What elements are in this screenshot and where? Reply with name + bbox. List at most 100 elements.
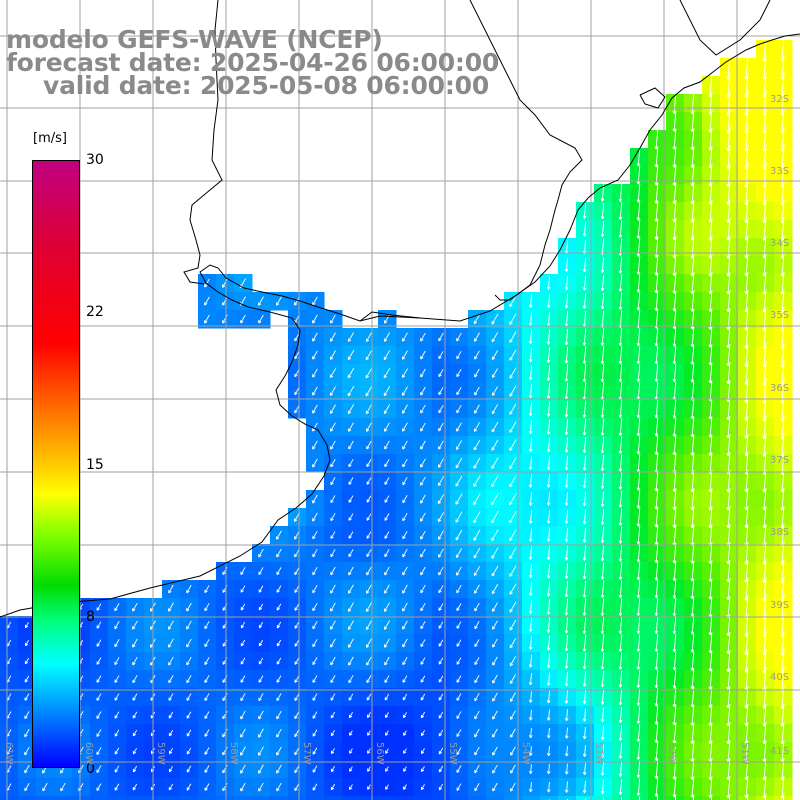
wind-arrow xyxy=(618,508,623,526)
wind-cell xyxy=(432,796,451,800)
wind-arrow xyxy=(240,621,246,629)
wind-arrow xyxy=(312,602,318,612)
wind-arrow xyxy=(491,439,499,451)
wind-arrow xyxy=(672,345,677,365)
wind-arrow xyxy=(582,203,587,219)
wind-arrow xyxy=(384,566,390,576)
wind-arrow xyxy=(600,328,605,346)
wind-cell xyxy=(486,796,505,800)
wind-arrow xyxy=(330,458,336,468)
wind-arrow xyxy=(636,183,641,203)
wind-arrow xyxy=(546,347,551,363)
wind-arrow xyxy=(438,548,444,558)
wind-arrow xyxy=(402,495,408,504)
wind-arrow xyxy=(437,476,445,486)
wind-arrow xyxy=(455,548,463,559)
wind-cell xyxy=(216,796,235,800)
wind-arrow xyxy=(402,332,408,342)
wind-arrow xyxy=(672,364,677,383)
wind-cell xyxy=(522,796,541,800)
wind-arrow xyxy=(348,440,354,450)
wind-arrow xyxy=(437,512,445,523)
wind-arrow xyxy=(600,400,605,418)
wind-arrow xyxy=(312,548,318,558)
wind-arrow xyxy=(347,350,355,361)
wind-arrow xyxy=(564,364,569,382)
wind-arrow xyxy=(636,471,641,491)
wind-arrow xyxy=(582,257,587,273)
wind-arrow xyxy=(420,422,426,432)
wind-arrow xyxy=(347,332,355,342)
wind-cell xyxy=(234,796,253,800)
wind-arrow xyxy=(329,404,336,414)
wind-arrow xyxy=(438,387,444,396)
wind-arrow xyxy=(473,475,481,487)
wind-arrow xyxy=(509,601,517,613)
wind-arrow xyxy=(222,296,228,306)
wind-arrow xyxy=(600,184,605,202)
wind-arrow xyxy=(420,530,426,540)
wind-arrow xyxy=(402,458,408,468)
wind-arrow xyxy=(294,621,300,629)
wind-arrow xyxy=(312,386,318,396)
wind-arrow xyxy=(582,293,587,309)
wind-arrow xyxy=(222,278,228,288)
wind-arrow xyxy=(384,495,390,503)
wind-cell xyxy=(72,796,91,800)
wind-arrow xyxy=(456,350,462,360)
wind-arrow xyxy=(347,404,355,415)
wind-arrow xyxy=(312,404,318,414)
wind-arrow xyxy=(186,584,192,594)
wind-arrow xyxy=(420,548,426,558)
lat-label: 41S xyxy=(770,746,790,757)
wind-arrow xyxy=(600,346,605,365)
wind-arrow xyxy=(690,327,695,347)
wind-arrow xyxy=(672,579,677,599)
wind-arrow xyxy=(636,201,641,221)
wind-arrow xyxy=(402,531,408,540)
lon-label: 57W xyxy=(301,742,312,765)
wind-arrow xyxy=(582,527,587,543)
wind-arrow xyxy=(546,365,551,382)
wind-arrow xyxy=(636,489,641,509)
wind-arrow xyxy=(672,290,677,312)
wind-arrow xyxy=(420,458,426,468)
wind-arrow xyxy=(348,566,354,576)
wind-arrow xyxy=(600,562,605,580)
lon-label: 60W xyxy=(83,742,94,765)
wind-arrow xyxy=(582,509,587,525)
wind-arrow xyxy=(312,350,318,360)
wind-arrow xyxy=(455,511,463,523)
wind-arrow xyxy=(348,549,354,558)
wind-arrow xyxy=(438,585,444,594)
wind-arrow xyxy=(509,403,517,415)
wind-arrow xyxy=(564,346,569,364)
wind-arrow xyxy=(96,603,102,611)
wind-arrow xyxy=(366,477,372,485)
wind-arrow xyxy=(582,616,587,634)
wind-arrow xyxy=(600,418,605,436)
wind-arrow xyxy=(546,437,551,453)
wind-arrow xyxy=(528,402,533,417)
wind-arrow xyxy=(365,367,373,379)
wind-arrow xyxy=(690,363,695,383)
wind-arrow xyxy=(509,367,517,379)
wind-arrow xyxy=(708,362,713,384)
lat-label: 37S xyxy=(770,455,790,466)
wind-cell xyxy=(36,796,55,800)
wind-arrow xyxy=(366,440,372,450)
wind-arrow xyxy=(564,545,569,561)
wind-arrow xyxy=(168,584,174,594)
wind-arrow xyxy=(636,580,641,599)
wind-cell xyxy=(558,796,577,800)
wind-arrow xyxy=(672,542,677,564)
wind-arrow xyxy=(618,202,623,220)
lon-label: 55W xyxy=(447,742,458,765)
wind-arrow xyxy=(474,602,480,612)
wind-arrow xyxy=(24,622,29,629)
wind-arrow xyxy=(240,314,246,324)
wind-arrow xyxy=(636,291,641,311)
wind-arrow xyxy=(438,351,444,360)
wind-arrow xyxy=(420,512,426,522)
wind-arrow xyxy=(618,562,623,580)
